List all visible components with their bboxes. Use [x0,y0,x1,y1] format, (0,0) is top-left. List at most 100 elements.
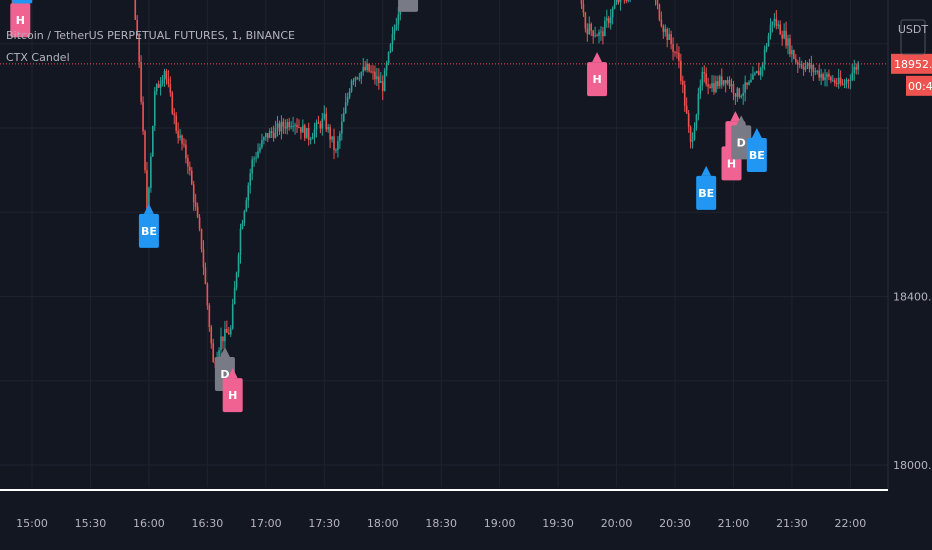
candle-body [849,79,852,81]
time-axis [0,490,932,550]
candle-body [847,80,850,82]
candle-body [744,82,746,93]
candle-body [391,34,394,45]
candle-body [769,24,772,36]
marker-arrow [219,347,230,358]
candle-body [678,52,680,61]
candle-body [239,228,242,255]
candle-body [381,81,384,91]
candle-body [857,62,859,70]
candle-body [288,122,291,128]
candle-body [335,149,337,151]
candle-body [339,133,341,142]
candle-body [843,83,846,85]
candle-body [272,132,275,138]
candle-body [387,52,390,64]
candle-body [711,83,713,88]
candle-body [196,206,199,218]
candle-body [695,114,698,129]
candle-body [820,74,822,78]
x-tick-label: 17:30 [308,517,340,530]
candle-body [241,223,244,229]
marker-arrow [730,111,741,122]
candle-body [584,12,587,29]
candle-body [346,96,349,103]
candle-body [233,287,236,305]
candle-body [656,0,659,5]
candle-body [736,88,739,97]
candle-body [672,44,674,52]
candle-body [300,127,302,133]
candle-body [393,29,396,35]
candle-body [719,76,721,87]
countdown-tag [906,75,932,96]
candle-body [344,102,347,114]
candle-body [681,80,684,85]
candle-body [212,343,215,362]
candle-body [317,122,320,124]
x-tick-label: 21:00 [718,517,750,530]
candle-body [284,126,287,129]
candle-body [142,101,144,132]
candle-body [333,136,335,151]
marker-arrow [143,203,154,214]
candle-body [319,123,322,129]
candle-body [337,141,339,150]
candle-body [146,170,148,214]
candle-body [617,0,620,3]
candle-body [245,200,248,212]
candle-body [683,84,686,106]
candle-body [290,125,292,128]
candle-body [208,305,211,327]
candle-body [701,72,704,86]
candle-body [830,76,832,81]
candle-body [793,50,795,59]
candle-body [167,78,170,84]
candle-body [609,17,612,23]
candle-body [270,131,273,133]
candle-body [136,19,139,35]
candle-body [134,0,137,20]
candle-body [395,24,398,30]
candle-body [305,128,308,139]
marker-text: H [592,73,601,86]
candle-body [800,63,803,68]
candle-body [261,140,263,148]
candle-body [157,84,160,88]
candle-body [364,66,366,71]
candle-body [370,71,372,73]
candle-body [845,80,848,84]
candle-body [356,77,359,79]
candle-body [202,249,205,268]
candle-body [177,130,179,138]
candle-body [303,125,306,139]
candle-body [265,133,267,138]
marker-arrow [736,115,747,126]
candle-body [668,34,670,40]
candle-body [662,26,665,32]
candle-body [376,76,378,80]
candle-body [229,328,232,335]
candle-body [602,31,604,37]
candle-body [231,304,234,329]
candle-body [600,31,602,33]
candle-body [148,188,150,214]
candle-body [204,267,207,284]
candle-body [855,66,858,70]
candle-body [341,121,343,134]
candle-body [296,124,298,128]
candle-body [606,18,608,21]
candle-body [259,147,261,152]
candle-body [664,29,667,32]
candle-body [759,68,762,76]
symbol-title: Bitcoin / TetherUS PERPETUAL FUTURES, 1,… [6,29,295,42]
marker-arrow [592,52,603,63]
candle-body [761,63,764,69]
candle-body [767,35,770,47]
x-tick-label: 16:00 [133,517,165,530]
last-price-value: 18952.36 [894,58,932,71]
candle-body [173,113,176,116]
candle-body [754,73,756,75]
x-tick-label: 16:30 [192,517,224,530]
